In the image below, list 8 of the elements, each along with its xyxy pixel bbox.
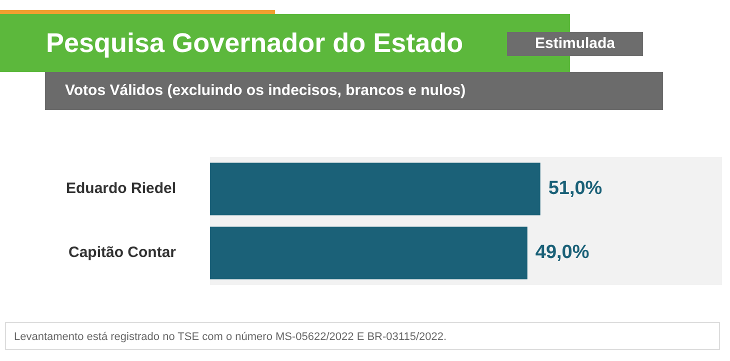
text: Estimulada: [507, 32, 643, 56]
data-label: 49,0%: [535, 242, 590, 264]
chart-title: Pesquisa Governador do Estado: [46, 28, 464, 58]
chart-subtitle: Votos Válidos (excluindo os indecisos, brancos e nulos): [45, 72, 663, 110]
text: Levantamento está registrado no TSE com o número MS-05622/2022 E BR-03115/2022.: [5, 322, 720, 350]
data-label: 51,0%: [548, 178, 602, 200]
y-tick-label: Eduardo Riedel: [66, 180, 176, 198]
y-tick-label: Capitão Contar: [68, 244, 176, 262]
